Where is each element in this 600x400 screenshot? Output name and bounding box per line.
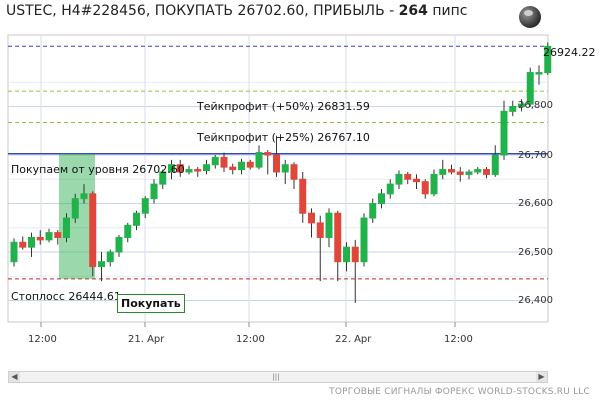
arrow-right-icon[interactable]: ▶ [536,372,547,382]
candle-bearish [220,156,228,168]
globe-icon[interactable] [519,6,541,28]
candle-bullish [168,164,175,173]
candle-bullish [45,232,53,241]
chart-grid [7,34,549,327]
candle-bearish [421,181,429,195]
candle-bearish [456,171,464,175]
y-tick-label: 26,600 [518,198,553,209]
candle-bullish [28,236,35,248]
candle-bullish [535,72,543,75]
current-price-label: 26924.22 [543,46,596,59]
candle-bearish [264,152,272,156]
candle-bullish [281,164,289,173]
x-tick-label: 21. Apr [128,334,165,345]
candle-bullish [474,169,482,173]
grip-icon[interactable]: ||| [272,373,280,381]
candle-bullish [360,217,368,263]
title-text: USTEC, H4#228456, ПОКУПАТЬ 26702.60, ПРИ… [6,3,399,19]
candle-bullish [63,217,70,238]
candle-bullish [159,171,167,185]
candle-bullish [491,154,499,175]
candle-bullish [518,103,525,107]
candle-bullish [526,72,534,105]
footer-copyright: ТОРГОВЫЕ СИГНАЛЫ ФОРЕКС WORLD-STOCKS.RU … [329,387,590,397]
buy-signal-marker: Покупать [117,294,185,313]
candle-bearish [194,169,202,172]
candle-bullish [430,173,438,195]
candle-bullish [211,156,219,166]
candle-bearish [290,164,298,180]
candle-bearish [308,212,315,224]
candle-bearish [404,173,412,180]
profit-unit: пипс [427,3,468,19]
candle-bullish [500,110,508,156]
entry-level-label: Покупаем от уровня 26702.60 [11,163,185,176]
candle-bullish [395,173,403,185]
candle-bullish [325,212,333,238]
candle-bearish [299,178,307,214]
candle-bearish [316,222,324,238]
candle-bearish [273,154,280,173]
candle-bullish [150,183,158,200]
stoploss-label: Стоплосс 26444.61 [11,290,121,303]
candle-bullish [439,169,447,175]
y-tick-label: 26,500 [518,247,553,258]
y-tick-label: 26,800 [518,100,553,111]
candle-bullish [124,224,132,238]
arrow-left-icon[interactable]: ◀ [9,372,20,382]
candle-bearish [89,193,97,268]
candle-bullish [378,193,385,205]
chart-title: USTEC, H4#228456, ПОКУПАТЬ 26702.60, ПРИ… [6,3,467,19]
candle-bullish [141,198,149,214]
candlestick-series [10,42,552,303]
chart-scrollbar[interactable]: ◀ ||| ▶ [8,371,548,383]
candle-bullish [185,169,193,173]
candle-bearish [448,169,455,173]
candle-bullish [509,106,517,112]
profit-value: 264 [398,3,428,19]
candle-bullish [10,241,18,263]
candle-bullish [133,212,140,226]
candle-bullish [80,193,88,200]
x-tick-label: 12:00 [236,334,265,345]
candle-bearish [483,169,490,175]
candle-bullish [465,171,473,175]
x-tick-label: 12:00 [444,334,473,345]
candle-bullish [369,203,377,219]
candle-bullish [115,236,123,253]
x-tick-label: 12:00 [28,334,57,345]
candle-bullish [544,45,552,74]
y-tick-label: 26,400 [518,295,553,306]
candle-bearish [246,161,254,168]
candle-bullish [255,152,263,168]
candle-bearish [229,166,237,171]
takeprofit-50-label: Тейкпрофит (+50%) 26831.59 [197,100,370,113]
candle-bullish [203,164,210,172]
candle-bearish [54,232,62,238]
candle-bearish [19,241,27,248]
level-lines [8,45,548,280]
y-tick-label: 26,700 [518,150,553,161]
candle-bearish [351,246,359,263]
candle-bullish [106,251,114,263]
candle-bullish [71,198,79,219]
candle-bullish [343,246,350,263]
candle-bullish [386,183,394,195]
candle-bearish [334,212,342,263]
candle-bearish [176,164,184,173]
candle-bullish [98,261,105,268]
candle-bearish [36,236,44,241]
candle-bullish [238,161,245,171]
takeprofit-25-label: Тейкпрофит (+25%) 26767.10 [197,131,370,144]
x-tick-label: 22. Apr [335,334,372,345]
plot-area [7,34,549,323]
candle-bearish [413,178,420,183]
